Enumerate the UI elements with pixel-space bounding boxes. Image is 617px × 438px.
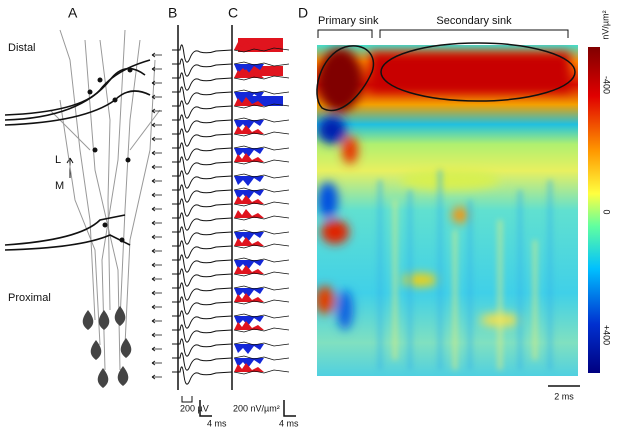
scale-bar (199, 400, 212, 417)
colorbar-label: 0 (602, 209, 612, 214)
scale-label: 200 nV/µm² (233, 403, 280, 413)
electrode-arrows (151, 52, 163, 380)
scale-label: 200 µV (180, 403, 209, 413)
primary-outline (316, 45, 375, 111)
secondary-outline (380, 42, 576, 102)
somata (82, 306, 132, 388)
scale-label: 2 ms (554, 391, 574, 401)
scale-bar (283, 400, 296, 417)
proximal-label: Proximal (8, 292, 51, 304)
dendrites (49, 29, 161, 371)
scale-label: 4 ms (279, 418, 299, 428)
colorbar (588, 47, 600, 373)
panel-label: D (298, 5, 308, 21)
sink-label: Secondary sink (436, 15, 512, 27)
csd-traces (233, 38, 290, 375)
synapses (87, 67, 133, 243)
lfp-traces (171, 44, 233, 385)
panel-label: B (168, 5, 177, 21)
panel-label: A (68, 5, 78, 21)
axis-m: M (55, 180, 64, 192)
sink-brackets (317, 29, 569, 38)
scale-label: 4 ms (207, 418, 227, 428)
stim-bracket (181, 396, 193, 403)
distal-label: Distal (8, 42, 36, 54)
panel-label: C (228, 5, 238, 21)
sink-label: Primary sink (318, 15, 379, 27)
axis-l: L (55, 154, 61, 166)
colorbar-label: +400 (602, 325, 612, 345)
colorbar-unit: nV/µm² (600, 10, 610, 39)
colorbar-label: -400 (602, 76, 612, 94)
